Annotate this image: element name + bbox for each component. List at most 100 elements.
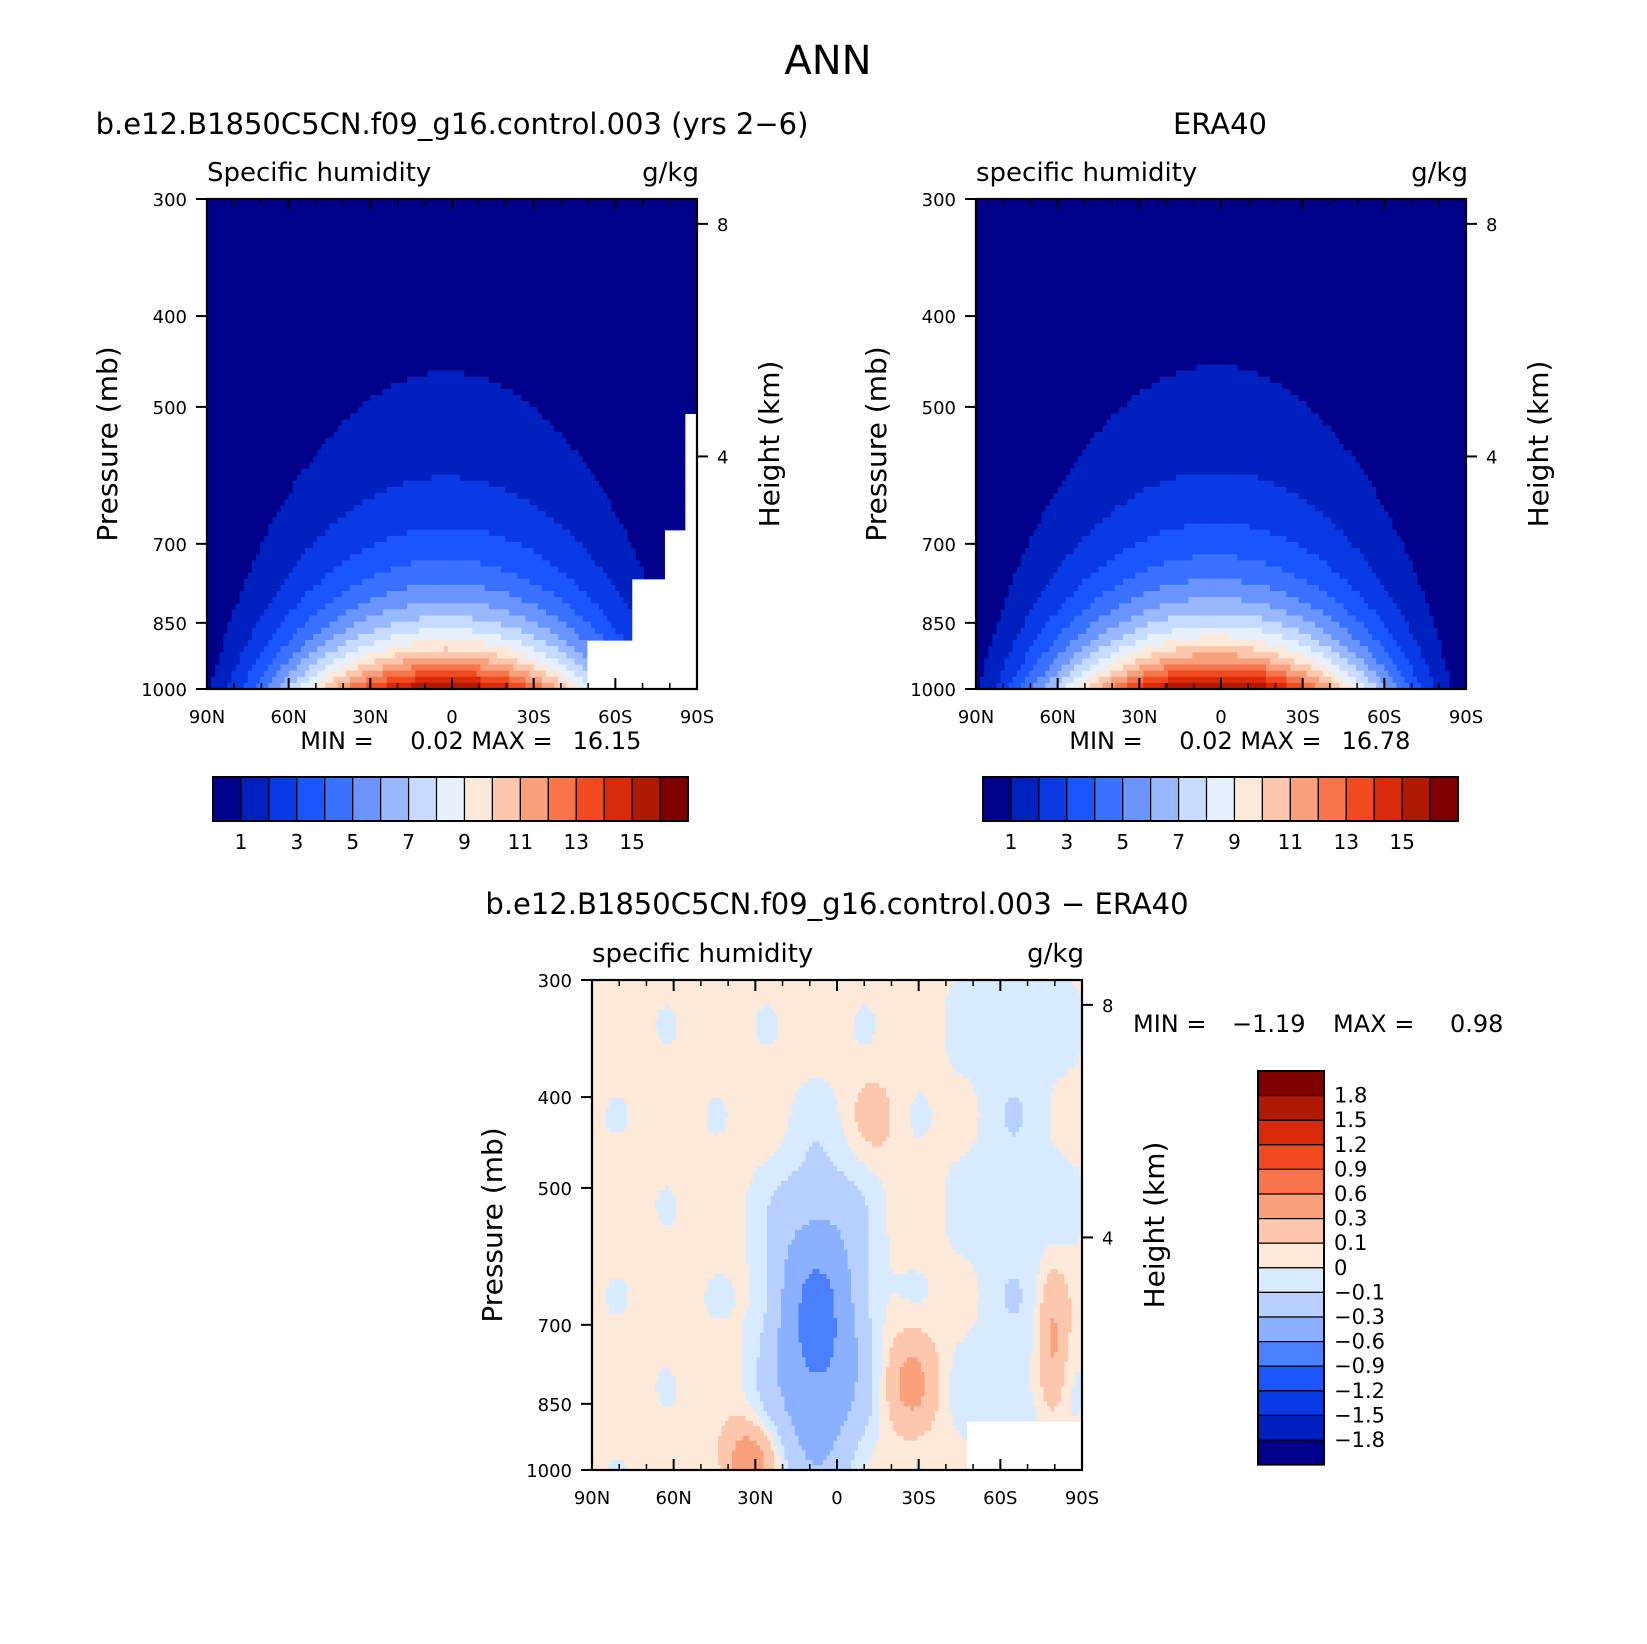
contour-cell (256, 260, 261, 267)
contour-cell (546, 242, 551, 249)
contour-cell (640, 322, 645, 329)
contour-cell (423, 297, 428, 304)
contour-cell (632, 346, 637, 353)
contour-cell (648, 346, 653, 353)
contour-cell (223, 291, 228, 298)
contour-cell (321, 254, 326, 261)
contour-cell (452, 340, 457, 347)
contour-cell (407, 322, 412, 329)
contour-cell (227, 285, 232, 292)
contour-cell (309, 346, 314, 353)
contour-cell (530, 364, 535, 371)
contour-cell (223, 334, 228, 341)
contour-cell (640, 266, 645, 273)
contour-cell (558, 285, 563, 292)
contour-cell (575, 377, 580, 384)
contour-cell (379, 358, 384, 365)
contour-cell (575, 266, 580, 273)
contour-cell (477, 217, 482, 224)
contour-cell (260, 352, 265, 359)
contour-cell (407, 358, 412, 365)
contour-cell (281, 273, 286, 280)
contour-cell (624, 377, 629, 384)
contour-cell (611, 273, 616, 280)
contour-cell (542, 230, 547, 237)
contour-cell (272, 309, 277, 316)
contour-cell (387, 211, 392, 218)
contour-cell (668, 266, 673, 273)
contour-cell (509, 260, 514, 267)
contour-cell (636, 224, 641, 231)
contour-cell (619, 377, 624, 384)
contour-cell (223, 383, 228, 390)
contour-cell (411, 371, 416, 378)
contour-cell (403, 297, 408, 304)
contour-cell (297, 364, 302, 371)
contour-cell (219, 254, 224, 261)
contour-cell (493, 248, 498, 255)
contour-cell (530, 328, 535, 335)
contour-cell (248, 266, 253, 273)
contour-cell (607, 297, 612, 304)
contour-cell (452, 230, 457, 237)
contour-cell (460, 205, 465, 212)
contour-cell (468, 371, 473, 378)
contour-cell (423, 315, 428, 322)
contour-cell (628, 248, 633, 255)
contour-cell (513, 291, 518, 298)
contour-cell (673, 279, 678, 286)
contour-cell (570, 309, 575, 316)
contour-cell (236, 346, 241, 353)
contour-cell (305, 334, 310, 341)
contour-cell (472, 211, 477, 218)
contour-cell (530, 224, 535, 231)
contour-cell (542, 340, 547, 347)
contour-cell (497, 217, 502, 224)
contour-cell (436, 315, 441, 322)
contour-cell (432, 315, 437, 322)
contour-cell (395, 340, 400, 347)
contour-cell (358, 377, 363, 384)
contour-cell (640, 254, 645, 261)
contour-cell (240, 328, 245, 335)
contour-cell (472, 371, 477, 378)
contour-cell (607, 230, 612, 237)
contour-cell (636, 242, 641, 249)
contour-cell (550, 248, 555, 255)
contour-cell (215, 371, 220, 378)
contour-cell (575, 297, 580, 304)
contour-cell (325, 205, 330, 212)
contour-cell (219, 364, 224, 371)
contour-cell (264, 315, 269, 322)
contour-cell (448, 309, 453, 316)
contour-cell (558, 205, 563, 212)
contour-cell (256, 217, 261, 224)
contour-cell (660, 248, 665, 255)
contour-cell (387, 242, 392, 249)
contour-cell (240, 309, 245, 316)
contour-cell (497, 205, 502, 212)
contour-cell (558, 309, 563, 316)
contour-cell (334, 371, 339, 378)
contour-cell (330, 328, 335, 335)
contour-cell (456, 224, 461, 231)
contour-cell (358, 364, 363, 371)
contour-cell (309, 230, 314, 237)
contour-cell (436, 291, 441, 298)
contour-cell (317, 217, 322, 224)
contour-cell (513, 309, 518, 316)
contour-cell (419, 309, 424, 316)
contour-cell (603, 340, 608, 347)
contour-cell (321, 285, 326, 292)
contour-cell (689, 364, 694, 371)
contour-cell (570, 279, 575, 286)
contour-cell (501, 340, 506, 347)
contour-cell (526, 248, 531, 255)
contour-cell (289, 340, 294, 347)
contour-cell (297, 279, 302, 286)
contour-cell (423, 285, 428, 292)
contour-cell (297, 328, 302, 335)
contour-cell (370, 315, 375, 322)
contour-cell (517, 340, 522, 347)
contour-cell (240, 285, 245, 292)
